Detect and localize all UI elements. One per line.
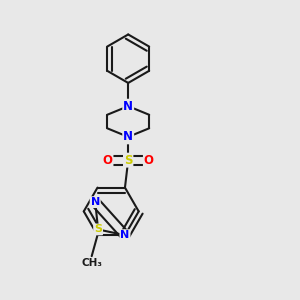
Text: CH₃: CH₃ — [81, 258, 102, 268]
Text: S: S — [94, 224, 102, 235]
Text: N: N — [123, 100, 133, 113]
Text: N: N — [91, 197, 100, 207]
Text: O: O — [103, 154, 112, 166]
Text: N: N — [123, 130, 133, 143]
Text: O: O — [144, 154, 154, 166]
Text: S: S — [124, 154, 132, 166]
Text: N: N — [120, 230, 130, 240]
